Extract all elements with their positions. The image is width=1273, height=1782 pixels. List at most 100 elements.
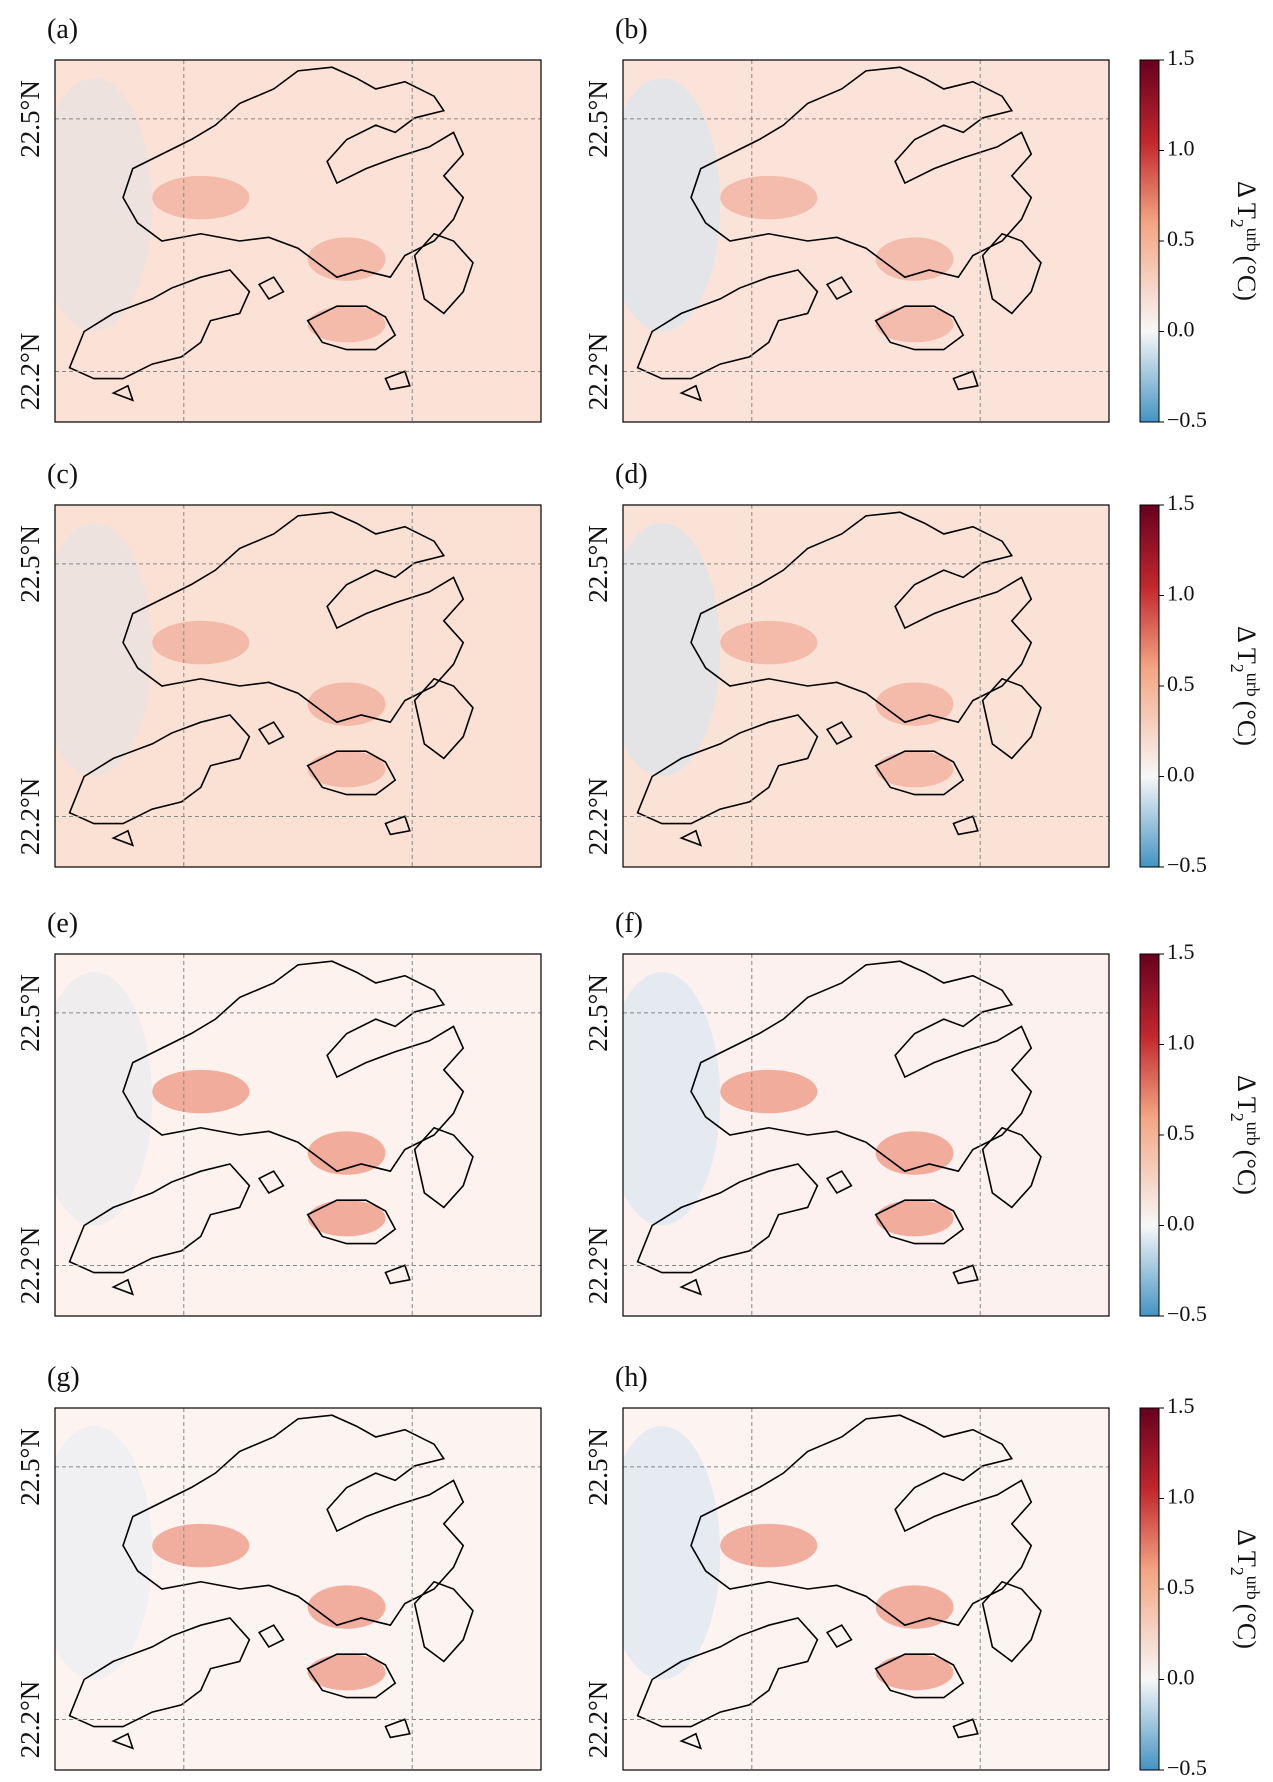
colorbar-tick-label: 1.5: [1167, 939, 1195, 964]
lat-label: 22.5°N: [15, 974, 45, 1052]
lat-label: 22.2°N: [583, 778, 613, 856]
colorbar-title-main: Δ T: [1232, 181, 1261, 219]
colorbar-tick-label: 0.0: [1167, 762, 1195, 787]
map-frame: [622, 1407, 1110, 1771]
colorbar-tick-label: 1.0: [1167, 581, 1195, 606]
colorbar-tick-label: 0.5: [1167, 1574, 1195, 1599]
colorbar-title-sup: urb: [1243, 673, 1263, 697]
map-frame: [622, 59, 1110, 423]
warm-area: [720, 620, 818, 665]
cool-area: [623, 972, 721, 1226]
lat-label: 22.2°N: [583, 1681, 613, 1759]
map-background: [55, 60, 541, 422]
map-panel: [623, 505, 1109, 867]
warm-area: [152, 1069, 250, 1114]
cool-area: [55, 523, 153, 777]
map-panel: [55, 954, 541, 1316]
lat-label: 22.5°N: [15, 80, 45, 158]
warm-area: [307, 1654, 386, 1691]
coastline-frame: [638, 512, 1041, 845]
warm-area: [875, 751, 954, 788]
map-panel: [623, 60, 1109, 422]
map-panel: [55, 1408, 541, 1770]
cool-area: [623, 1426, 721, 1680]
panel-label: (a): [47, 14, 78, 45]
coastline-frame: [70, 67, 473, 400]
colorbar: [1139, 504, 1160, 868]
cool-area: [55, 1426, 153, 1680]
coastline: [638, 512, 1041, 845]
cool-area: [55, 78, 153, 332]
lat-label: 22.2°N: [15, 1227, 45, 1305]
warm-area: [875, 1200, 954, 1237]
lat-label: 22.2°N: [583, 333, 613, 411]
warm-area: [307, 1200, 386, 1237]
colorbar-tick-label: 0.5: [1167, 1120, 1195, 1145]
colorbar-title-sub: 2: [1227, 1567, 1247, 1576]
coastline-frame: [70, 1415, 473, 1748]
map-background: [55, 954, 541, 1316]
colorbar-title-main: Δ T: [1232, 1529, 1261, 1567]
colorbar-tick-label: −0.5: [1167, 852, 1207, 877]
coastline: [638, 1415, 1041, 1748]
colorbar-tick-label: 1.5: [1167, 1393, 1195, 1418]
colorbar-tick-label: 0.5: [1167, 671, 1195, 696]
colorbar: [1139, 1407, 1160, 1771]
map-panel: [55, 505, 541, 867]
panel-label: (d): [615, 459, 648, 490]
colorbar-title-unit: (°C): [1232, 1150, 1261, 1195]
panel-label: (e): [47, 908, 78, 939]
coastline-frame: [638, 1415, 1041, 1748]
colorbar-tick-label: 1.0: [1167, 1484, 1195, 1509]
warm-area: [875, 1654, 954, 1691]
warm-area: [875, 306, 954, 343]
lat-label: 22.2°N: [15, 1681, 45, 1759]
colorbar-tick-label: 1.0: [1167, 1030, 1195, 1055]
colorbar-tick-label: −0.5: [1167, 1755, 1207, 1780]
warm-area: [307, 306, 386, 343]
map-background: [55, 505, 541, 867]
map-frame: [54, 59, 542, 423]
colorbar-title-sup: urb: [1243, 228, 1263, 252]
map-frame: [54, 953, 542, 1317]
colorbar-tick-label: 1.0: [1167, 136, 1195, 161]
colorbar-title-sub: 2: [1227, 664, 1247, 673]
map-panel: [623, 1408, 1109, 1770]
colorbar-title-sup: urb: [1243, 1122, 1263, 1146]
panel-label: (c): [47, 459, 78, 490]
coastline: [638, 67, 1041, 400]
warm-area: [152, 175, 250, 220]
colorbar-title-unit: (°C): [1232, 1604, 1261, 1649]
map-frame: [54, 1407, 542, 1771]
lat-label: 22.5°N: [583, 80, 613, 158]
colorbar-title-unit: (°C): [1232, 256, 1261, 301]
coastline-frame: [70, 961, 473, 1294]
panel-label: (b): [615, 14, 648, 45]
colorbar-tick-label: 0.0: [1167, 1665, 1195, 1690]
cool-area: [623, 78, 721, 332]
map-frame: [622, 504, 1110, 868]
coastline: [70, 512, 473, 845]
colorbar-title-unit: (°C): [1232, 701, 1261, 746]
colorbar-title: Δ T2urb (°C): [1227, 1075, 1263, 1195]
lat-label: 22.5°N: [583, 974, 613, 1052]
map-background: [55, 1408, 541, 1770]
colorbar-title: Δ T2urb (°C): [1227, 181, 1263, 301]
colorbar-title: Δ T2urb (°C): [1227, 1529, 1263, 1649]
warm-area: [720, 1069, 818, 1114]
lat-label: 22.2°N: [15, 333, 45, 411]
colorbar-title-main: Δ T: [1232, 1075, 1261, 1113]
colorbar-title-main: Δ T: [1232, 626, 1261, 664]
warm-area: [720, 1523, 818, 1568]
map-panel: [623, 954, 1109, 1316]
colorbar-tick-label: 0.0: [1167, 317, 1195, 342]
lat-label: 22.5°N: [583, 525, 613, 603]
warm-area: [152, 1523, 250, 1568]
colorbar-tick-label: 1.5: [1167, 490, 1195, 515]
warm-area: [720, 175, 818, 220]
panel-label: (h): [615, 1362, 648, 1393]
lat-label: 22.2°N: [15, 778, 45, 856]
map-panel: [55, 60, 541, 422]
coastline: [638, 961, 1041, 1294]
